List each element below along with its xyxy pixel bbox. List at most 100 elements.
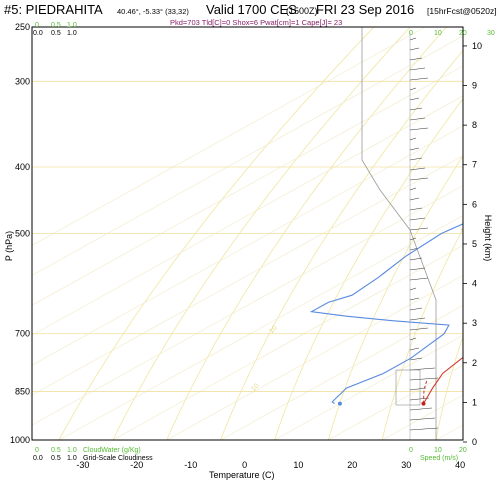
height-tick-label: 6 [472, 199, 477, 209]
cloudiness-top-tick: 0.5 [51, 30, 61, 37]
speed-bottom-tick: 10 [434, 447, 442, 454]
wind-barb [409, 217, 426, 221]
adiabat-label: 10 [250, 382, 261, 393]
wind-barb [409, 297, 420, 301]
temperature-tick-label: -10 [184, 460, 197, 470]
cloudwater-top-tick: 0 [35, 22, 39, 29]
surface-dewpoint-marker [337, 401, 342, 406]
cloudwater-bottom-tick: 0 [35, 447, 39, 454]
temperature-tick-label: 10 [293, 460, 303, 470]
forecast-label: [15hrFcst@0520z] [427, 6, 497, 16]
dry-adiabat [58, 27, 375, 440]
height-tick-label: 8 [472, 120, 477, 130]
speed-top-tick: 0 [409, 30, 413, 37]
adiabat-labels: 1010101010101010 [250, 224, 470, 393]
dry-adiabat [166, 27, 447, 440]
cloudiness-top-tick: 1.0 [67, 30, 77, 37]
pressure-tick-label: 300 [15, 76, 30, 86]
temperature-tick-label: 40 [455, 460, 465, 470]
wind-barb [409, 237, 417, 241]
wind-barb [409, 137, 417, 141]
wind-barb [409, 147, 420, 151]
cloudwater-bottom-tick: 0.5 [51, 447, 61, 454]
pressure-tick-label: 500 [15, 229, 30, 239]
wind-barb [409, 157, 423, 161]
wind-barb [409, 67, 426, 71]
speed-top-tick: 30 [487, 30, 495, 37]
surface-temperature-marker [421, 401, 426, 406]
series-layer [309, 223, 463, 406]
speed-bottom-tick: 0 [409, 447, 413, 454]
cloudwater-top-tick: 1.0 [67, 22, 77, 29]
wind-barb [409, 117, 426, 121]
wind-shear-box [395, 369, 421, 406]
wind-barb [409, 57, 423, 61]
isotherm [112, 245, 463, 440]
station-title: #5: PIEDRAHITA [4, 2, 103, 17]
wind-barb [409, 407, 433, 411]
cloudiness-label: Grid-Scale Cloudiness [83, 455, 153, 462]
wind-barb [409, 307, 423, 311]
y-axis-title: P (hPa) [4, 231, 14, 261]
dry-adiabat [112, 27, 411, 440]
height-tick-label: 1 [472, 397, 477, 407]
plot-frame [31, 26, 464, 441]
temperature-tick-label: 0 [242, 460, 247, 470]
wind-barb [409, 367, 436, 371]
wind-barb [409, 177, 429, 181]
cloudiness-bottom-tick: 0.5 [51, 455, 61, 462]
height-tick-label: 5 [472, 239, 477, 249]
wind-barb [409, 417, 436, 421]
wind-panel [361, 27, 439, 440]
wind-barb [409, 127, 429, 131]
wind-barb [409, 337, 417, 341]
cloudiness-bottom-tick: 0.0 [33, 455, 43, 462]
wind-barb [409, 107, 423, 111]
pressure-tick-label: 250 [15, 22, 30, 32]
station-coords: 40.46°, -5.33° (33,32) [117, 7, 189, 16]
isotherm [220, 304, 463, 440]
x-axis-title: Temperature (C) [209, 470, 275, 480]
wind-barb [409, 287, 417, 291]
isotherm [166, 274, 463, 440]
wind-barb [409, 387, 427, 391]
cloudwater-bottom-tick: 1.0 [67, 447, 77, 454]
speed-bottom-tick: 20 [459, 447, 467, 454]
pressure-tick-label: 400 [15, 162, 30, 172]
height-tick-label: 2 [472, 358, 477, 368]
wind-barb [409, 227, 429, 231]
temperature-tick-label: 30 [401, 460, 411, 470]
speed-label: Speed (m/s) [420, 455, 458, 462]
height-tick-label: 7 [472, 160, 477, 170]
height-tick-label: 3 [472, 318, 477, 328]
speed-top-tick: 20 [459, 30, 467, 37]
wind-barb [409, 257, 423, 261]
valid-time: Valid 1700 CES [206, 2, 297, 17]
wind-barb [409, 37, 417, 41]
wind-barb [409, 97, 420, 101]
adiabat-label: 10 [459, 224, 470, 235]
dry-adiabat [220, 49, 463, 440]
sounding-params: Pkd=703 Tld[C]=0 Shox=6 Pwat[cm]=1 Cape[… [170, 18, 342, 27]
wind-barb [409, 277, 429, 281]
series-parcel-line [423, 378, 428, 404]
wind-barb [409, 347, 420, 351]
wind-barb [409, 357, 423, 361]
height-tick-label: 9 [472, 81, 477, 91]
mixing-layer-outline [361, 27, 437, 440]
wind-barb [409, 397, 430, 401]
wind-barb [409, 167, 426, 171]
wind-barb [409, 87, 417, 91]
height-tick-label: 4 [472, 279, 477, 289]
cloudiness-bottom-tick: 1.0 [67, 455, 77, 462]
valid-date: FRI 23 Sep 2016 [316, 2, 414, 17]
wind-barb [409, 197, 420, 201]
height-tick-label: 10 [472, 41, 482, 51]
pressure-tick-label: 700 [15, 329, 30, 339]
series-temperature-line [423, 356, 463, 404]
wind-barb [409, 327, 429, 331]
wind-barb [409, 377, 439, 381]
temperature-tick-label: -30 [76, 460, 89, 470]
